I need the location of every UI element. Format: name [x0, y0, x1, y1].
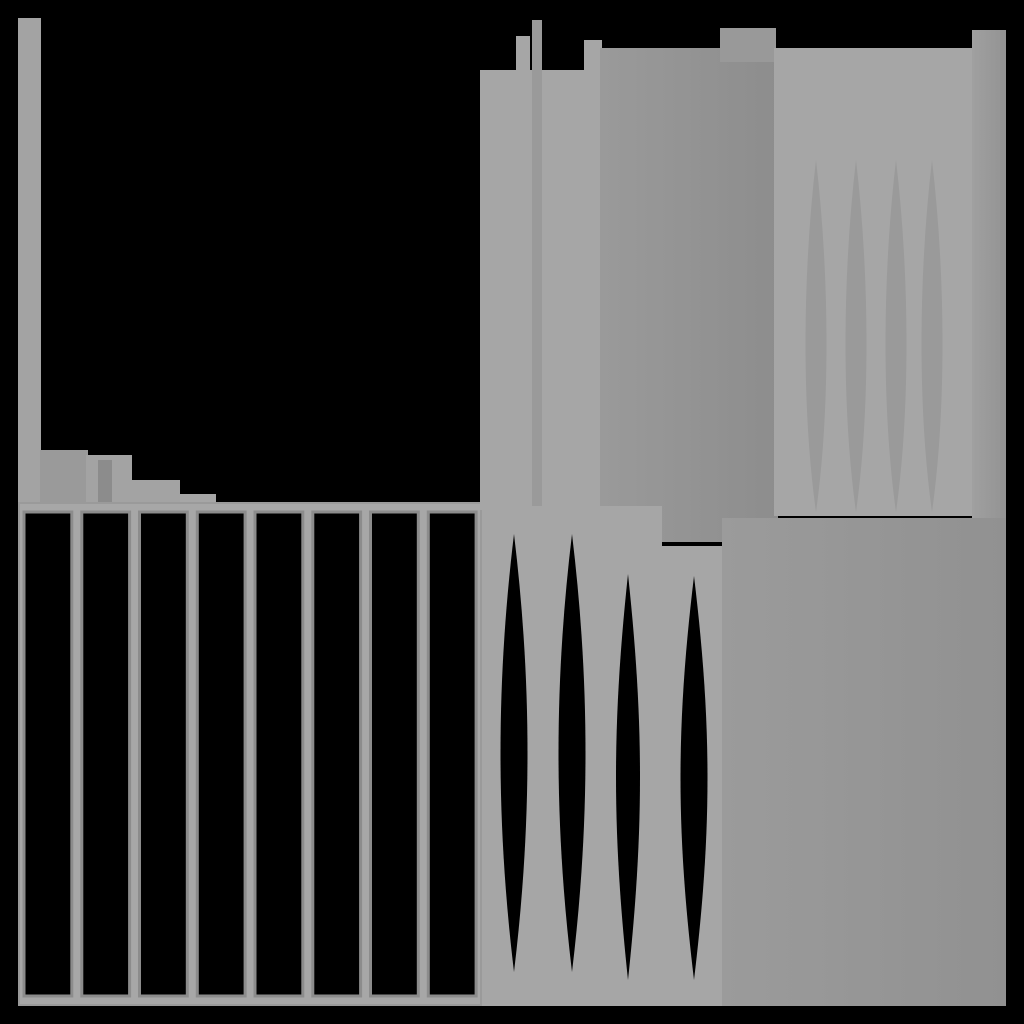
grid-cell — [80, 510, 132, 998]
lens-opening — [680, 576, 708, 980]
left-step-blocks — [40, 450, 216, 502]
left-column-strip — [18, 18, 41, 506]
upper-right-block-cap — [720, 28, 776, 62]
arch-gap — [845, 160, 867, 512]
grid-cell — [22, 510, 74, 998]
grid-cell — [195, 510, 247, 998]
lens-opening — [616, 574, 640, 980]
arch-gap — [921, 160, 943, 512]
lens-opening — [558, 534, 586, 972]
left-grid-cells — [22, 510, 478, 998]
upper-right-arches — [805, 160, 943, 512]
upper-right-block — [600, 48, 778, 542]
grid-cell — [369, 510, 420, 998]
upper-right-arches-panel — [774, 48, 974, 516]
grid-cell — [138, 510, 189, 998]
grid-cell — [311, 510, 363, 998]
arch-gap — [885, 160, 907, 512]
grid-cell — [426, 510, 478, 998]
lens-opening — [500, 534, 528, 972]
upper-right-bars — [480, 20, 602, 510]
grid-cell — [253, 510, 305, 998]
lower-right-block — [722, 518, 1006, 1006]
upper-right-edge-bar — [972, 30, 1006, 522]
arch-gap — [805, 160, 827, 512]
lower-middle-arches — [500, 534, 708, 980]
